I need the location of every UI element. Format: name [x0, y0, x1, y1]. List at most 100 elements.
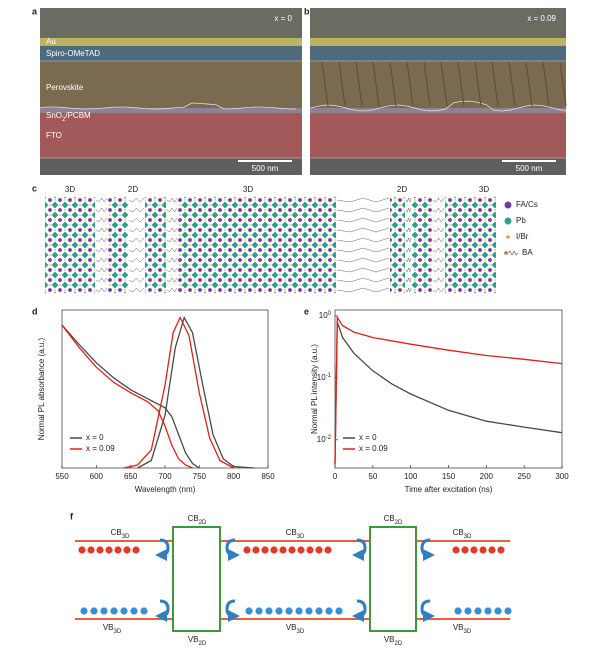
band-label: CB3D [111, 528, 130, 539]
ba-chain [432, 237, 445, 243]
legend-label: x = 0 [359, 433, 377, 442]
electron [279, 546, 287, 554]
well-2d [172, 526, 221, 632]
x-axis-label: Wavelength (nm) [135, 485, 196, 494]
transfer-arrow [225, 599, 240, 622]
ba-chain [95, 247, 108, 253]
hole [140, 607, 148, 615]
band-label-part: 3D [464, 629, 472, 635]
ba-chain [166, 227, 178, 233]
electron [479, 546, 487, 554]
sem-layer [40, 108, 302, 113]
sem-layer [310, 158, 566, 175]
legend-label: x = 0.09 [86, 444, 115, 453]
legend-label: x = 0 [86, 433, 104, 442]
y-axis-label: Normal PL intensity (a.u.) [310, 344, 319, 434]
x-tick-label: 100 [404, 472, 418, 481]
electron [306, 546, 314, 554]
panel-label: d [32, 306, 38, 316]
hole [285, 607, 293, 615]
x-tick-label: 250 [517, 472, 531, 481]
ba-chain [166, 237, 178, 243]
ba-chain [405, 287, 412, 293]
ba-chain [405, 247, 412, 253]
ba-chain [432, 257, 445, 263]
ba-chain [405, 257, 412, 263]
legend-label: FA/Cs [516, 200, 538, 209]
grain-boundary [559, 61, 567, 107]
ba-chain [432, 227, 445, 233]
electron [114, 546, 122, 554]
grain-boundary [338, 61, 346, 107]
sem-layer [310, 113, 566, 158]
ba-chain [95, 277, 108, 283]
ba-chain [128, 227, 145, 233]
layer-label: SnO2/PCBM [46, 111, 91, 122]
grain-boundary [372, 61, 380, 107]
sem-layer [40, 113, 302, 158]
sem-layer [40, 46, 302, 61]
band-label-part: CB [188, 514, 199, 523]
ba-chain [336, 247, 390, 253]
electron [470, 546, 478, 554]
band-label: CB3D [453, 528, 472, 539]
band-label: VB3D [286, 623, 305, 634]
y-tick-label-part: -2 [326, 434, 332, 440]
ba-chain [336, 257, 390, 263]
data-line [61, 324, 193, 469]
ba-chain [336, 217, 390, 223]
y-axis-label: Normal PL absorbance (a.u.) [37, 337, 46, 440]
grain-boundary [525, 61, 533, 107]
hole [90, 607, 98, 615]
layer-label: Spiro-OMeTAD [46, 49, 100, 58]
hole [325, 607, 333, 615]
scale-bar-label: 500 nm [516, 164, 543, 173]
lattice-block [178, 197, 336, 293]
ba-chain [336, 227, 390, 233]
band-label-part: 3D [297, 534, 305, 540]
lattice-block [390, 197, 405, 293]
ba-chain [405, 207, 412, 213]
sem-layer [310, 46, 566, 61]
grain-boundary [440, 61, 448, 107]
data-line [61, 324, 200, 469]
region-label: 3D [65, 185, 75, 194]
ba-chain [166, 197, 178, 203]
region-label: 2D [128, 185, 138, 194]
transfer-arrow [420, 599, 435, 622]
band-label-part: 3D [464, 534, 472, 540]
ba-chain [405, 237, 412, 243]
hole [110, 607, 118, 615]
grain-boundary [474, 61, 482, 107]
well-2d [369, 526, 417, 632]
layer-label-part: Perovskite [46, 83, 84, 92]
band-label-part: 2D [395, 520, 403, 526]
ba-chain [405, 197, 412, 203]
lattice: 3D 2D 3D 2D 3D FA/Cs Pb I/Br BA [45, 185, 538, 293]
region-label: 3D [479, 185, 489, 194]
legend-label: Pb [516, 216, 526, 225]
electron [87, 546, 95, 554]
sem-layer [40, 38, 302, 46]
electron [497, 546, 505, 554]
ba-chain [95, 207, 108, 213]
band-label: VB3D [453, 623, 472, 634]
transfer-arrow [155, 538, 170, 561]
grain-boundary [406, 61, 414, 107]
electron [252, 546, 260, 554]
band-label: VB3D [103, 623, 122, 634]
legend-swatch [504, 201, 512, 209]
sample-label: x = 0 [274, 14, 292, 23]
ba-chain [336, 207, 390, 213]
hole [100, 607, 108, 615]
band-label-part: VB [286, 623, 297, 632]
sem-layer [40, 158, 302, 175]
ba-chain [128, 247, 145, 253]
ba-chain [95, 287, 108, 293]
band-label-part: 2D [395, 641, 403, 647]
electron [452, 546, 460, 554]
band-label-part: 3D [122, 534, 130, 540]
electron [288, 546, 296, 554]
